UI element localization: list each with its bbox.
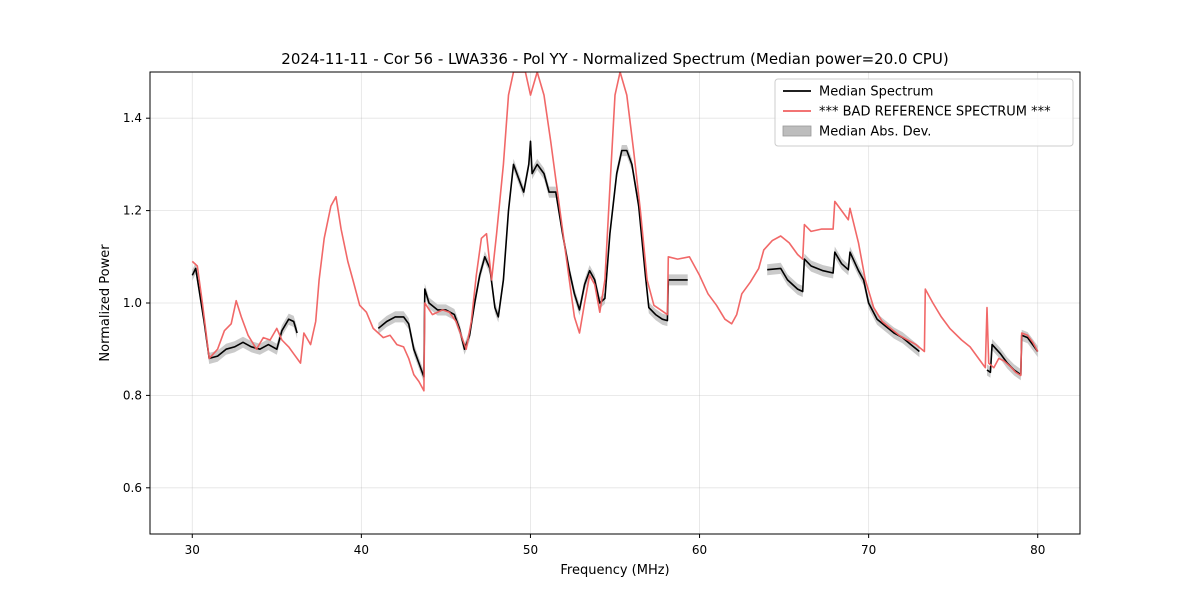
median-spectrum-line — [767, 251, 920, 353]
reference-spectrum-line — [191, 72, 1039, 392]
x-tick-label: 80 — [1030, 543, 1045, 557]
median-spectrum-line — [191, 267, 298, 360]
legend-label: Median Spectrum — [819, 85, 933, 100]
chart-title: 2024-11-11 - Cor 56 - LWA336 - Pol YY - … — [281, 50, 948, 68]
y-tick-label: 0.8 — [123, 388, 142, 402]
y-tick-label: 1.0 — [123, 296, 142, 310]
x-tick-label: 60 — [692, 543, 707, 557]
x-tick-label: 40 — [354, 543, 369, 557]
series-lines — [191, 72, 1039, 392]
median-spectrum-line — [377, 140, 688, 378]
median-abs-dev-segment — [767, 246, 920, 358]
legend-swatch — [782, 125, 812, 137]
legend-box — [774, 78, 1074, 147]
x-tick-label: 50 — [523, 543, 538, 557]
y-tick-label: 0.6 — [123, 481, 142, 495]
x-tick-label: 70 — [861, 543, 876, 557]
x-tick-label: 30 — [185, 543, 200, 557]
x-axis-label: Frequency (MHz) — [560, 563, 669, 578]
y-tick-label: 1.4 — [123, 111, 142, 125]
y-tick-label: 1.2 — [123, 204, 142, 218]
legend-label: Median Abs. Dev. — [819, 125, 931, 140]
axis-ticks: 30 40 50 60 70 80 0.6 0.8 1.0 1.2 1.4 — [123, 111, 1045, 557]
y-axis-label: Normalized Power — [98, 244, 113, 362]
legend-label: *** BAD REFERENCE SPECTRUM *** — [819, 105, 1051, 120]
legend: Median Spectrum *** BAD REFERENCE SPECTRU… — [774, 78, 1074, 147]
median-abs-dev-segment — [987, 329, 1038, 381]
